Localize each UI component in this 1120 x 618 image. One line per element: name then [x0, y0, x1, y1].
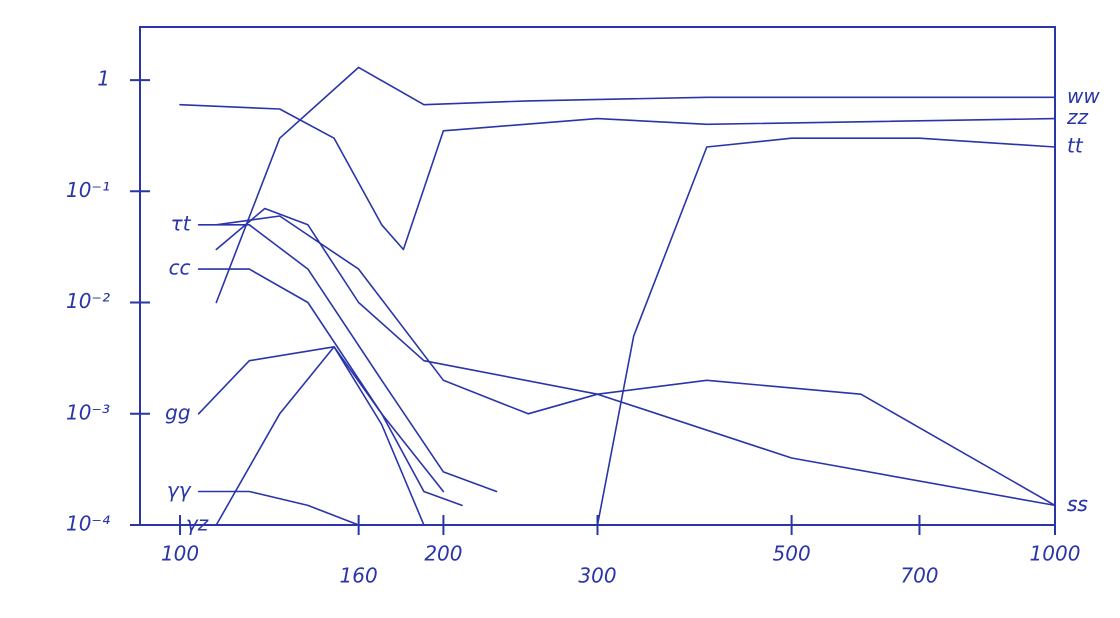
series-label: γγ [167, 478, 192, 502]
series-label: γz [186, 512, 209, 536]
series-line [199, 269, 462, 505]
series-label: zz [1066, 105, 1088, 129]
series-label: tt [1067, 134, 1084, 158]
x-tick-label: 1000 [1030, 542, 1081, 566]
series-label: ss [1067, 492, 1088, 516]
y-tick-label: 10⁻¹ [66, 178, 110, 202]
y-tick-label: 10⁻⁴ [66, 512, 110, 536]
series-label: τt [171, 211, 192, 235]
y-tick-label: 1 [97, 67, 110, 91]
series-label: cc [169, 256, 191, 280]
x-tick-label: 500 [773, 542, 811, 566]
series-line [199, 492, 359, 526]
chart: 110⁻¹10⁻²10⁻³10⁻⁴1001602003005007001000w… [0, 0, 1120, 618]
x-tick-label: 200 [424, 542, 462, 566]
x-tick-label: 700 [900, 564, 938, 588]
x-tick-label: 160 [340, 564, 378, 588]
series-line [216, 67, 1055, 302]
series-line [216, 347, 424, 525]
y-tick-label: 10⁻² [66, 289, 110, 313]
x-tick-label: 100 [161, 542, 199, 566]
series-line [180, 105, 1055, 250]
series-label: gg [165, 400, 190, 424]
series-line [199, 347, 444, 492]
x-tick-label: 300 [578, 564, 616, 588]
series-line [199, 225, 497, 492]
y-tick-label: 10⁻³ [66, 400, 110, 424]
plot-frame [140, 27, 1055, 525]
